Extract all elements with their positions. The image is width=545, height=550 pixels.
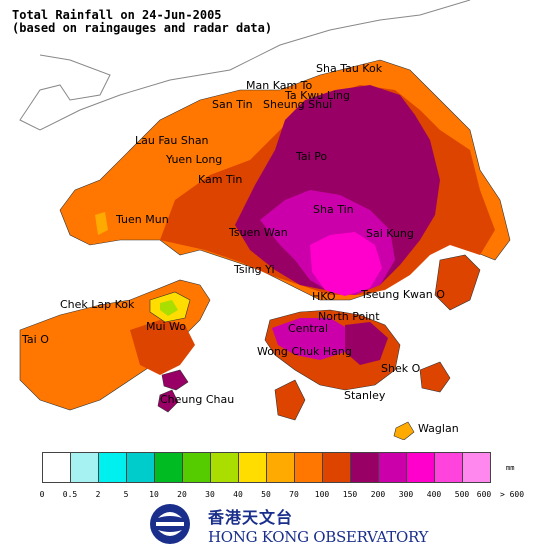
legend-swatch — [378, 452, 407, 483]
map-subtitle: (based on raingauges and radar data) — [12, 21, 273, 35]
tung-lung-island — [419, 361, 451, 393]
legend-swatch — [210, 452, 239, 483]
legend-swatch — [70, 452, 99, 483]
legend-tick-label: 0.5 — [62, 490, 78, 499]
logo-english-text: HONG KONG OBSERVATORY — [208, 528, 429, 546]
legend-tick-label: 300 — [398, 490, 414, 499]
legend-swatch — [42, 452, 71, 483]
legend-tick-label: 50 — [261, 490, 271, 499]
mainland-coastline — [19, 0, 471, 131]
place-label: Tsing Yi — [233, 263, 275, 276]
chek-lap-kok-green — [160, 300, 178, 316]
legend-tick-label: 600 — [476, 490, 492, 499]
place-label: Sai Kung — [366, 227, 414, 240]
place-label: Sheung Shui — [263, 98, 332, 111]
place-label: Man Kam To — [246, 79, 313, 92]
legend-tick-label: 150 — [342, 490, 358, 499]
place-label: Central — [288, 322, 328, 335]
place-label: Kam Tin — [198, 173, 242, 186]
legend-tick-label: 0 — [39, 490, 45, 499]
legend-swatch — [126, 452, 155, 483]
legend-swatch — [266, 452, 295, 483]
place-label: Shek O — [381, 362, 421, 375]
zone-300-400 — [310, 232, 382, 296]
tuen-mun-yellow — [95, 212, 108, 235]
legend-swatch — [238, 452, 267, 483]
legend-swatch — [350, 452, 379, 483]
lamma-island — [274, 379, 306, 421]
place-label: Tseung Kwan O — [360, 288, 445, 301]
place-label: Mui Wo — [146, 320, 186, 333]
place-label: HKO — [312, 290, 336, 303]
legend-swatch — [182, 452, 211, 483]
legend-tick-label: 2 — [95, 490, 101, 499]
legend-swatch — [154, 452, 183, 483]
hk-island-magenta — [272, 318, 350, 360]
place-label: Cheung Chau — [160, 393, 234, 406]
hko-logo — [150, 504, 190, 544]
place-label: Tsuen Wan — [228, 226, 288, 239]
place-label: San Tin — [212, 98, 253, 111]
place-label: Ta Kwu Ling — [284, 89, 350, 102]
legend-tick-label: 200 — [370, 490, 386, 499]
waglan-island — [393, 421, 415, 440]
legend-swatch — [322, 452, 351, 483]
place-label: Sha Tau Kok — [316, 62, 383, 75]
legend-tick-label: 70 — [289, 490, 299, 499]
legend-tick-label: 5 — [123, 490, 129, 499]
legend-tick-label: > 600 — [499, 490, 525, 499]
legend-tick-label: 400 — [426, 490, 442, 499]
place-label: Stanley — [344, 389, 386, 402]
legend-tick-label: 30 — [205, 490, 215, 499]
logo-chinese-text: 香港天文台 — [208, 508, 294, 527]
legend-swatch — [434, 452, 463, 483]
legend-unit: mm — [506, 464, 515, 472]
legend-tick-label: 10 — [149, 490, 159, 499]
legend-swatch — [406, 452, 435, 483]
legend-tick-label: 40 — [233, 490, 243, 499]
place-label: Sha Tin — [313, 203, 354, 216]
lantau-heavy-east — [130, 320, 195, 375]
place-label: Yuen Long — [165, 153, 222, 166]
map-title: Total Rainfall on 24-Jun-2005 — [12, 8, 222, 22]
place-label: Tai Po — [295, 150, 327, 163]
place-label: Chek Lap Kok — [60, 298, 135, 311]
place-label: Tuen Mun — [115, 213, 169, 226]
legend-tick-label: 500 — [454, 490, 470, 499]
legend-tick-label: 20 — [177, 490, 187, 499]
east-islands — [434, 254, 481, 311]
legend-swatch — [294, 452, 323, 483]
place-label: Lau Fau Shan — [135, 134, 209, 147]
legend-tick-label: 100 — [314, 490, 330, 499]
hk-island-purple — [345, 322, 388, 365]
small-island-purple — [161, 369, 189, 391]
place-label: Wong Chuk Hang — [257, 345, 352, 358]
legend-swatch — [462, 452, 491, 483]
legend-swatch — [98, 452, 127, 483]
place-label: Waglan — [418, 422, 459, 435]
place-label: Tai O — [21, 333, 49, 346]
place-label: North Point — [318, 310, 380, 323]
cheung-chau — [157, 389, 179, 413]
